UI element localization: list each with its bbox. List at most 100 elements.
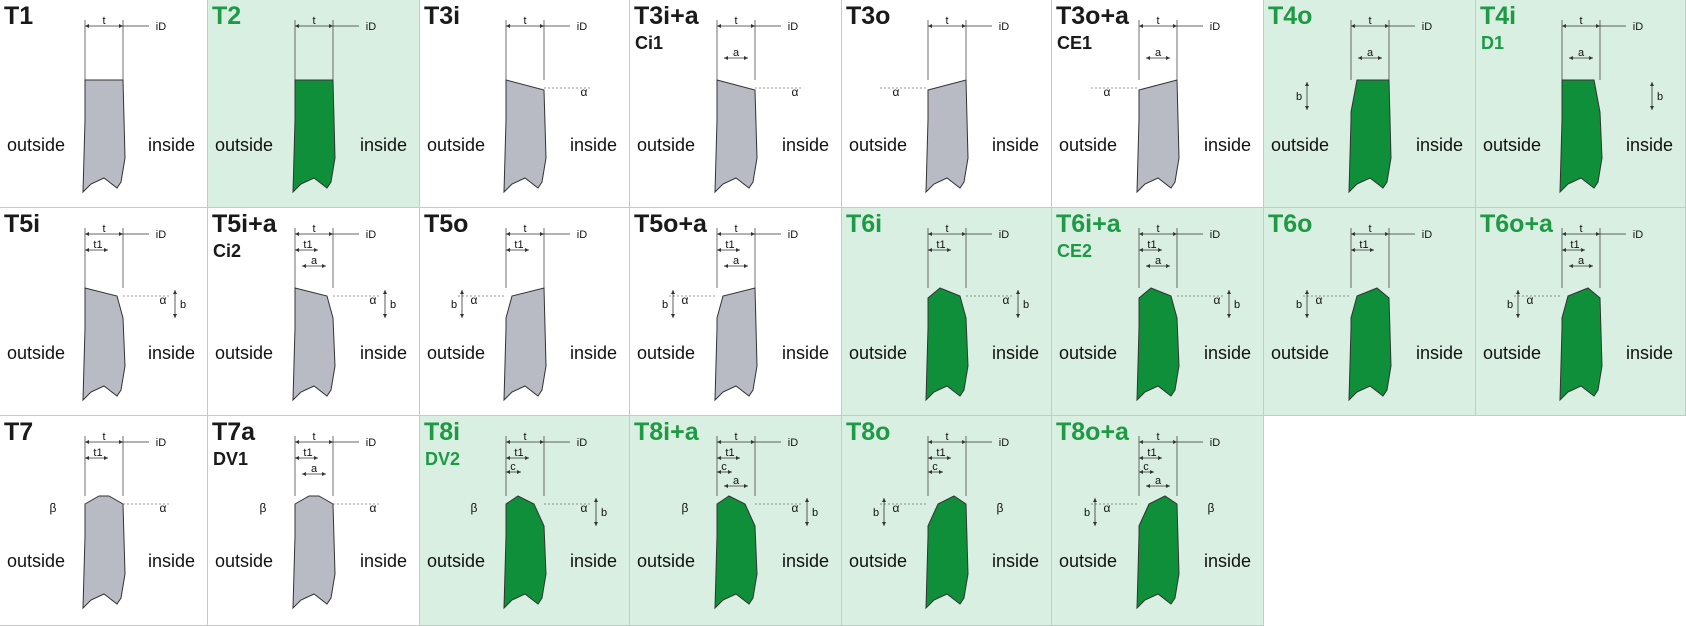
- profile-cell-t4o: T4o outside inside t iD a b: [1264, 0, 1476, 208]
- inside-label: inside: [569, 343, 617, 363]
- dimension-label: t: [102, 223, 105, 235]
- tooth-diagram: t iD t1 a α β: [260, 431, 381, 610]
- inside-label: inside: [1415, 135, 1463, 155]
- dimension-label: t: [734, 431, 737, 443]
- tooth-diagram: t iD α: [503, 15, 592, 194]
- dimension-label: iD: [1422, 21, 1432, 33]
- dimension-label: iD: [1210, 21, 1220, 33]
- profile-code: T6i: [846, 210, 883, 238]
- tooth-profile: [1136, 495, 1180, 610]
- tooth-profile: [925, 79, 969, 194]
- dimension-label: iD: [1422, 229, 1432, 241]
- profile-code: T5i: [4, 210, 41, 238]
- dimension-label: α: [1003, 293, 1010, 307]
- dimension-label: c: [721, 461, 727, 473]
- tooth-diagram: t iD α: [880, 15, 1009, 194]
- inside-label: inside: [147, 551, 195, 571]
- outside-label: outside: [637, 135, 696, 155]
- tooth-diagram: t iD t1 a α b: [292, 223, 396, 402]
- dimension-label: t1: [1570, 239, 1579, 251]
- profile-alias: D1: [1481, 33, 1505, 53]
- profile-cell-t6i-plus-a: T6i+a CE2 outside inside t iD t1 a α b: [1052, 208, 1264, 416]
- tooth-profile: [82, 287, 126, 402]
- dimension-label: a: [1155, 475, 1162, 487]
- inside-label: inside: [781, 343, 829, 363]
- arrowhead: [506, 232, 544, 236]
- outside-label: outside: [7, 135, 66, 155]
- dimension-label: t: [1368, 223, 1371, 235]
- tooth-profile: [503, 495, 547, 610]
- arrowhead: [85, 440, 123, 444]
- dimension-label: t: [312, 223, 315, 235]
- dimension-label: b: [1234, 299, 1240, 311]
- arrowhead: [928, 440, 966, 444]
- profile-code: T8i: [424, 418, 461, 446]
- dimension-label: t: [734, 223, 737, 235]
- tooth-profile: [292, 287, 336, 402]
- dimension-label: a: [1367, 47, 1374, 59]
- profile-cell-t8i: T8i DV2 outside inside t iD t1 c α β b: [420, 416, 630, 626]
- inside-label: inside: [781, 135, 829, 155]
- profile-cell-t6i: T6i outside inside t iD t1 α b: [842, 208, 1052, 416]
- dimension-label: iD: [156, 21, 166, 33]
- dimension-label: α: [792, 85, 799, 99]
- profile-cell-t7a: T7a DV1 outside inside t iD t1 a α β: [208, 416, 420, 626]
- outside-label: outside: [849, 343, 908, 363]
- dimension-label: a: [1578, 255, 1585, 267]
- inside-label: inside: [1203, 135, 1251, 155]
- profile-code: T8o: [846, 418, 891, 446]
- profile-cell-t3i-plus-a: T3i+a Ci1 outside inside t iD a α: [630, 0, 842, 208]
- dimension-label: iD: [366, 229, 376, 241]
- arrowhead: [1139, 470, 1154, 474]
- dimension-label: a: [733, 475, 740, 487]
- inside-label: inside: [991, 135, 1039, 155]
- dimension-label: b: [1507, 299, 1513, 311]
- arrowhead: [717, 232, 755, 236]
- tooth-diagram: t iD t1 c α β b: [471, 431, 607, 610]
- tooth-diagram: t iD t1 α b: [82, 223, 186, 402]
- dimension-label: α: [581, 85, 588, 99]
- dimension-label: t: [1368, 15, 1371, 27]
- tooth-diagram: t iD a b: [1559, 15, 1663, 194]
- outside-label: outside: [215, 551, 274, 571]
- dimension-label: t1: [93, 447, 102, 459]
- arrowhead: [506, 470, 521, 474]
- dimension-label: t: [312, 15, 315, 27]
- dimension-label: α: [1316, 293, 1323, 307]
- dimension-label: t1: [936, 447, 945, 459]
- dimension-label: t: [945, 223, 948, 235]
- dimension-label: α: [1214, 293, 1221, 307]
- dimension-label: α: [581, 501, 588, 515]
- dimension-label: β: [1208, 501, 1215, 515]
- profile-code: T4o: [1268, 2, 1313, 30]
- arrowhead: [1139, 440, 1177, 444]
- inside-label: inside: [991, 551, 1039, 571]
- inside-label: inside: [991, 343, 1039, 363]
- tooth-diagram: t iD a α: [714, 15, 803, 194]
- dimension-label: t: [945, 431, 948, 443]
- inside-label: inside: [569, 135, 617, 155]
- dimension-label: iD: [999, 229, 1009, 241]
- profile-code: T3o: [846, 2, 891, 30]
- outside-label: outside: [849, 551, 908, 571]
- dimension-label: a: [1578, 47, 1585, 59]
- profile-cell-t5o-plus-a: T5o+a outside inside t iD t1 a α b: [630, 208, 842, 416]
- dimension-label: t1: [1147, 239, 1156, 251]
- outside-label: outside: [1271, 343, 1330, 363]
- dimension-label: β: [682, 501, 689, 515]
- tooth-profile: [1559, 79, 1603, 194]
- dimension-label: t: [1156, 223, 1159, 235]
- dimension-label: a: [311, 463, 318, 475]
- dimension-label: α: [1104, 85, 1111, 99]
- tooth-diagram: t iD t1 ca α β b: [682, 431, 818, 610]
- profile-code: T5o+a: [634, 210, 707, 238]
- dimension-label: t1: [303, 447, 312, 459]
- inside-label: inside: [359, 551, 407, 571]
- outside-label: outside: [215, 343, 274, 363]
- dimension-label: α: [1527, 293, 1534, 307]
- profile-code: T5o: [424, 210, 469, 238]
- inside-label: inside: [1203, 343, 1251, 363]
- dimension-label: α: [160, 293, 167, 307]
- arrowhead: [717, 470, 732, 474]
- dimension-label: t1: [1147, 447, 1156, 459]
